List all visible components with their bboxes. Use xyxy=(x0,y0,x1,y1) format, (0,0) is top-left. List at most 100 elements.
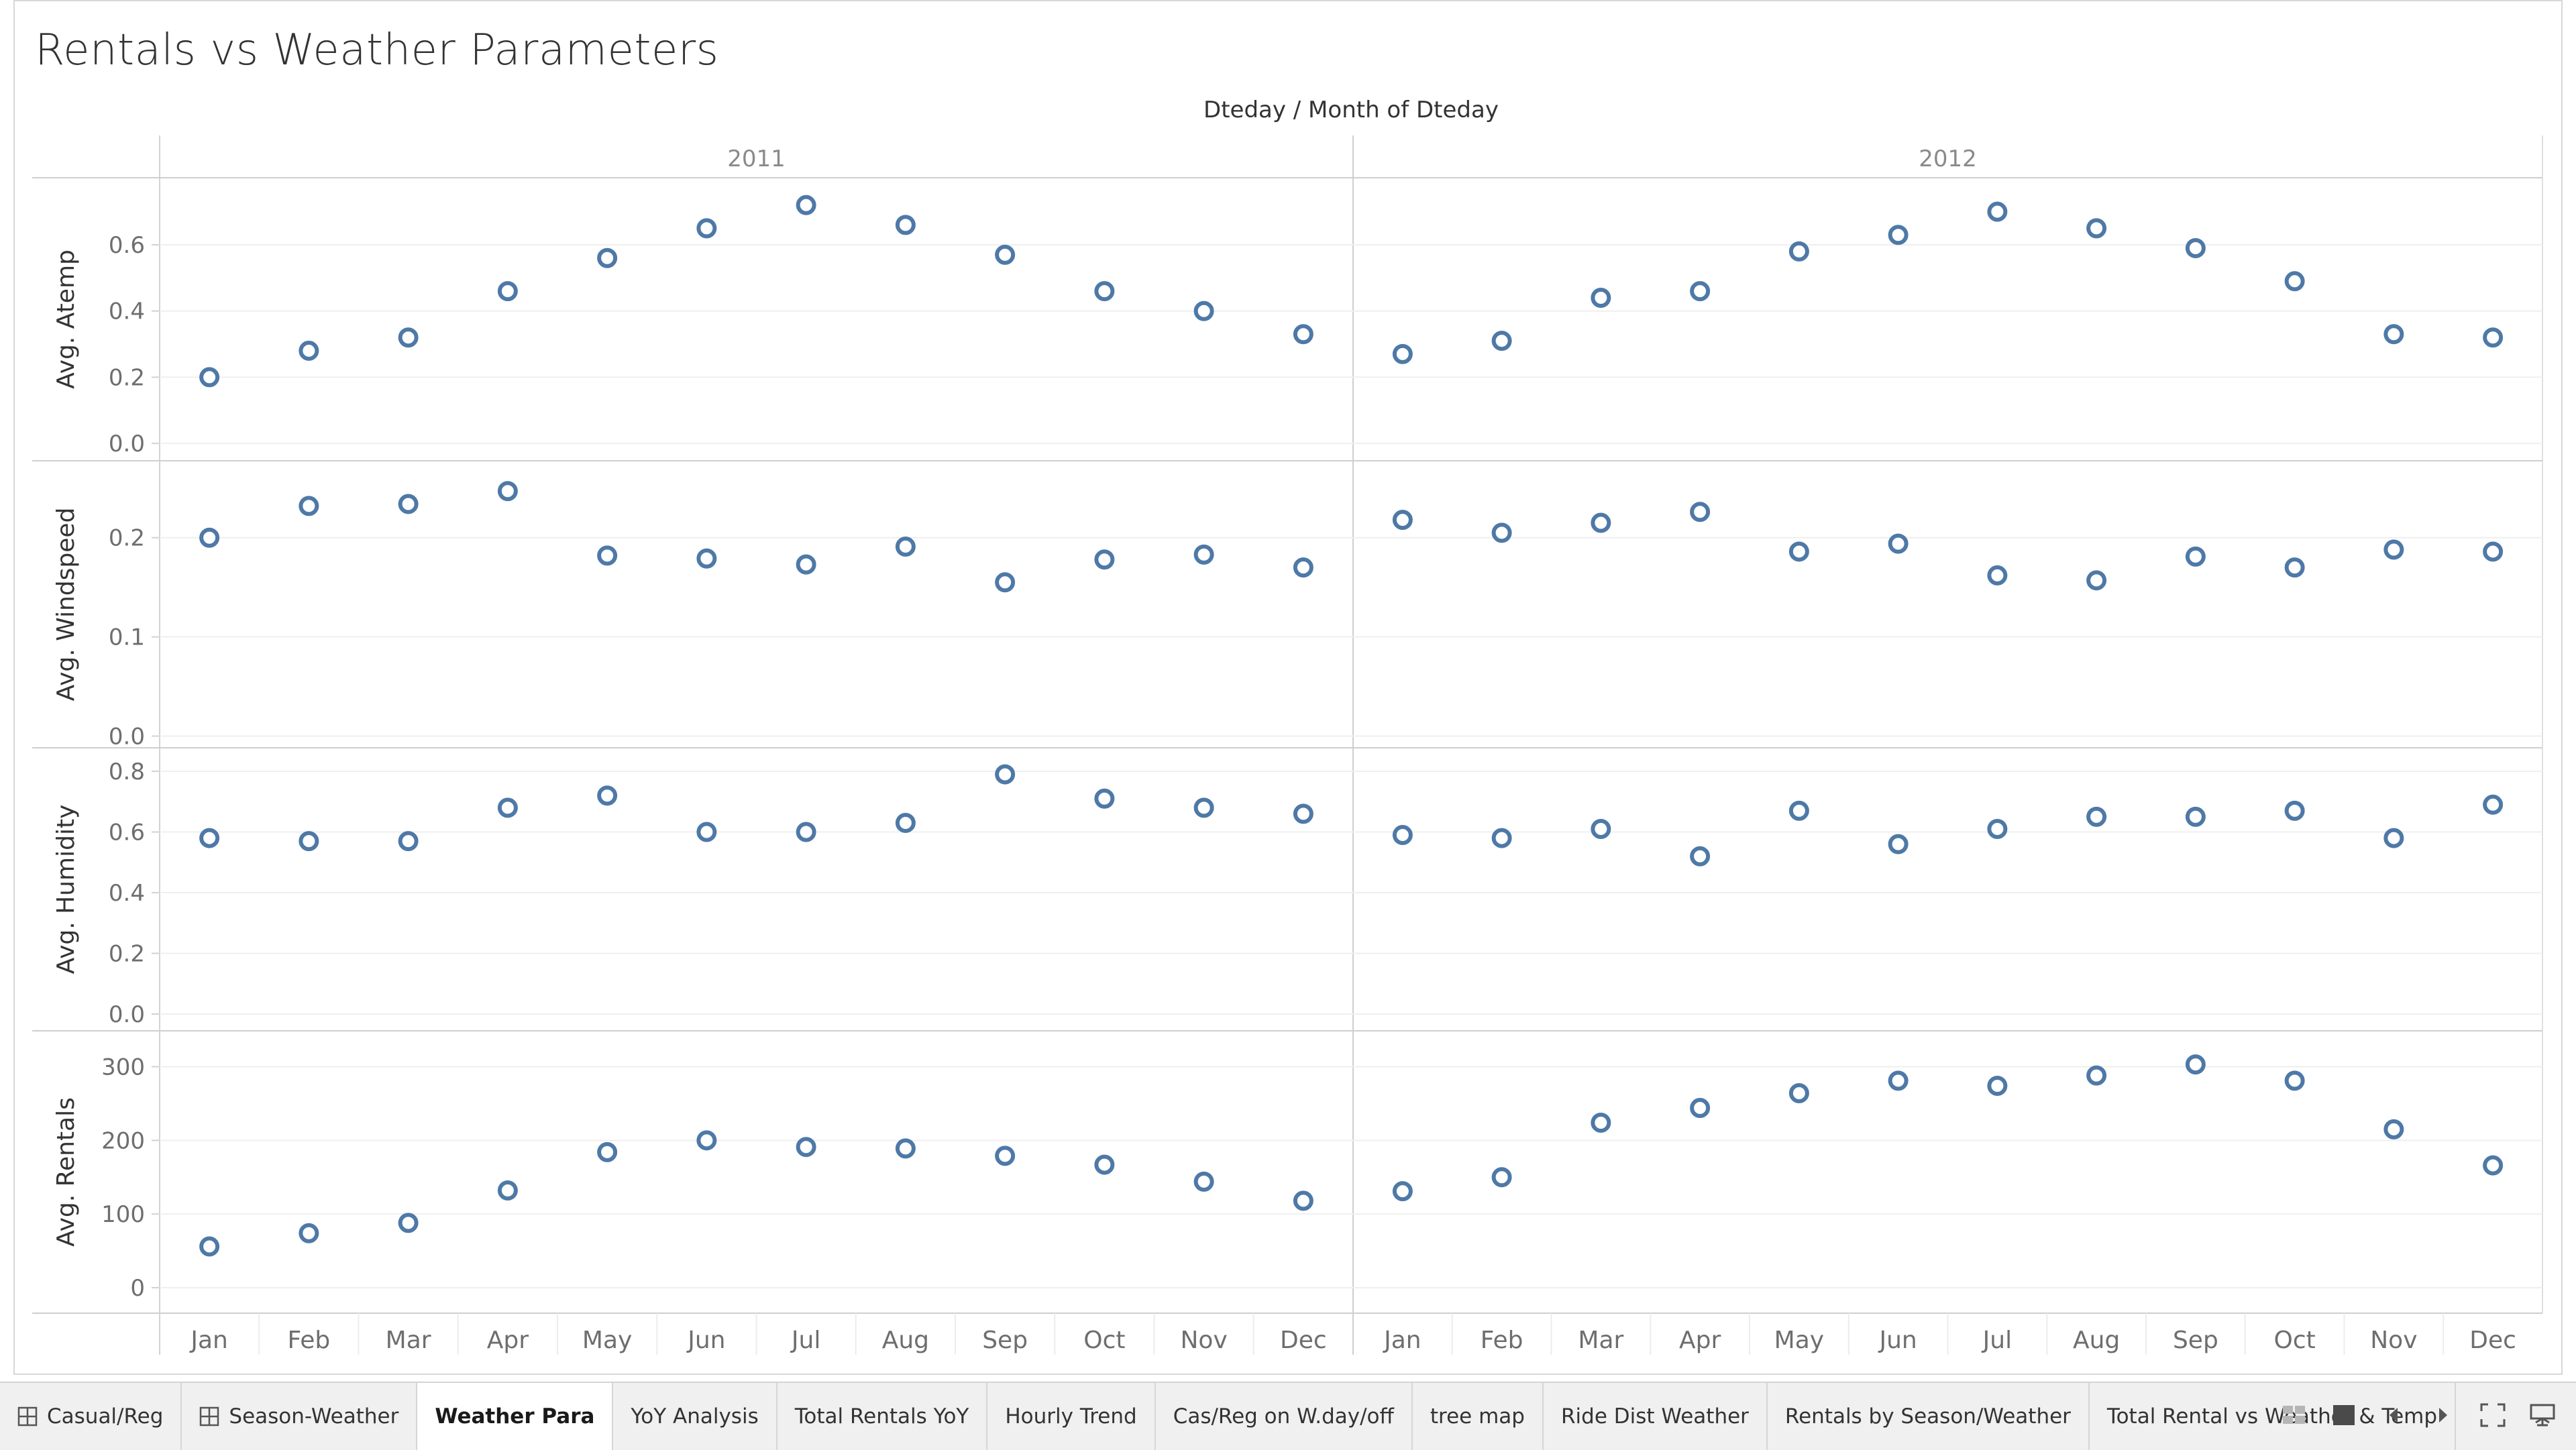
data-point[interactable] xyxy=(1690,846,1711,867)
sheet-sorter-icon[interactable] xyxy=(2281,1402,2308,1429)
data-point[interactable] xyxy=(1888,533,1909,554)
data-point[interactable] xyxy=(299,831,319,852)
data-point[interactable] xyxy=(696,822,717,842)
data-point[interactable] xyxy=(2383,1119,2404,1139)
data-point[interactable] xyxy=(2086,570,2107,591)
tab-weather-para[interactable]: Weather Para xyxy=(417,1383,614,1450)
data-point[interactable] xyxy=(199,527,220,548)
data-point[interactable] xyxy=(398,831,419,852)
data-point[interactable] xyxy=(1788,241,1809,262)
data-point[interactable] xyxy=(2284,557,2305,578)
previous-sheet-icon[interactable] xyxy=(2380,1402,2407,1429)
data-point[interactable] xyxy=(2483,794,2504,815)
data-point[interactable] xyxy=(1788,541,1809,562)
data-point[interactable] xyxy=(1293,324,1313,345)
data-point[interactable] xyxy=(1987,819,2008,839)
data-point[interactable] xyxy=(1392,343,1413,364)
data-point[interactable] xyxy=(1987,1076,2008,1097)
data-point[interactable] xyxy=(1491,331,1512,351)
data-point[interactable] xyxy=(895,215,916,235)
tab-ride-dist-weather[interactable]: Ride Dist Weather xyxy=(1544,1383,1768,1450)
data-point[interactable] xyxy=(1392,1181,1413,1202)
data-point[interactable] xyxy=(995,244,1016,265)
data-point[interactable] xyxy=(1788,800,1809,821)
tab-cas-reg-on-w-day-off[interactable]: Cas/Reg on W.day/off xyxy=(1156,1383,1413,1450)
data-point[interactable] xyxy=(299,340,319,361)
data-point[interactable] xyxy=(1392,510,1413,531)
tab-yoy-analysis[interactable]: YoY Analysis xyxy=(613,1383,777,1450)
data-point[interactable] xyxy=(2284,271,2305,292)
data-point[interactable] xyxy=(2185,546,2206,567)
data-point[interactable] xyxy=(2483,327,2504,348)
data-point[interactable] xyxy=(696,218,717,239)
data-point[interactable] xyxy=(1293,803,1313,824)
data-point[interactable] xyxy=(2185,237,2206,258)
data-point[interactable] xyxy=(1690,502,1711,522)
data-point[interactable] xyxy=(2086,1065,2107,1086)
data-point[interactable] xyxy=(597,1141,618,1162)
data-point[interactable] xyxy=(1491,522,1512,543)
data-point[interactable] xyxy=(1392,825,1413,846)
data-point[interactable] xyxy=(895,1138,916,1159)
tab-total-rentals-yoy[interactable]: Total Rentals YoY xyxy=(777,1383,988,1450)
data-point[interactable] xyxy=(199,1236,220,1257)
data-point[interactable] xyxy=(497,797,518,818)
data-point[interactable] xyxy=(1591,287,1611,308)
data-point[interactable] xyxy=(497,481,518,502)
data-point[interactable] xyxy=(1491,828,1512,848)
data-point[interactable] xyxy=(299,496,319,516)
data-point[interactable] xyxy=(796,554,816,575)
tab-season-weather[interactable]: Season-Weather xyxy=(182,1383,418,1450)
next-sheet-icon[interactable] xyxy=(2430,1402,2457,1429)
data-point[interactable] xyxy=(2086,806,2107,827)
tab-total-rental-vs-weather-temp[interactable]: Total Rental vs Weather & Temp xyxy=(2090,1383,2457,1450)
data-point[interactable] xyxy=(1690,281,1711,302)
data-point[interactable] xyxy=(696,548,717,569)
data-point[interactable] xyxy=(398,494,419,514)
data-point[interactable] xyxy=(2383,324,2404,345)
data-point[interactable] xyxy=(2284,1070,2305,1091)
data-point[interactable] xyxy=(696,1130,717,1151)
tab-tree-map[interactable]: tree map xyxy=(1413,1383,1544,1450)
data-point[interactable] xyxy=(2383,828,2404,848)
data-point[interactable] xyxy=(995,764,1016,785)
data-point[interactable] xyxy=(2383,539,2404,560)
data-point[interactable] xyxy=(497,1180,518,1201)
data-point[interactable] xyxy=(1094,788,1115,809)
data-point[interactable] xyxy=(1293,557,1313,578)
data-point[interactable] xyxy=(995,1146,1016,1166)
fullscreen-icon[interactable] xyxy=(2479,1402,2506,1429)
data-point[interactable] xyxy=(1491,1167,1512,1188)
data-point[interactable] xyxy=(597,247,618,268)
data-point[interactable] xyxy=(1193,1171,1214,1192)
data-point[interactable] xyxy=(497,281,518,302)
data-point[interactable] xyxy=(597,785,618,806)
data-point[interactable] xyxy=(1591,819,1611,839)
data-point[interactable] xyxy=(199,828,220,848)
data-point[interactable] xyxy=(1788,1083,1809,1104)
data-point[interactable] xyxy=(1591,1112,1611,1133)
data-point[interactable] xyxy=(1888,1070,1909,1091)
data-point[interactable] xyxy=(1193,300,1214,321)
data-point[interactable] xyxy=(597,545,618,566)
data-point[interactable] xyxy=(2086,218,2107,239)
data-point[interactable] xyxy=(398,327,419,348)
data-point[interactable] xyxy=(1987,565,2008,585)
data-point[interactable] xyxy=(796,194,816,215)
data-point[interactable] xyxy=(398,1213,419,1233)
data-point[interactable] xyxy=(796,1137,816,1158)
data-point[interactable] xyxy=(2284,800,2305,821)
data-point[interactable] xyxy=(1987,201,2008,222)
data-point[interactable] xyxy=(199,367,220,388)
tab-rentals-by-season-weather[interactable]: Rentals by Season/Weather xyxy=(1768,1383,2090,1450)
data-point[interactable] xyxy=(1094,281,1115,302)
presentation-mode-icon[interactable] xyxy=(2529,1402,2556,1429)
data-point[interactable] xyxy=(895,812,916,833)
data-point[interactable] xyxy=(1094,549,1115,570)
data-point[interactable] xyxy=(1293,1190,1313,1211)
data-point[interactable] xyxy=(796,822,816,842)
data-point[interactable] xyxy=(1690,1097,1711,1118)
data-point[interactable] xyxy=(1591,512,1611,533)
data-point[interactable] xyxy=(2483,1155,2504,1176)
data-point[interactable] xyxy=(995,572,1016,593)
